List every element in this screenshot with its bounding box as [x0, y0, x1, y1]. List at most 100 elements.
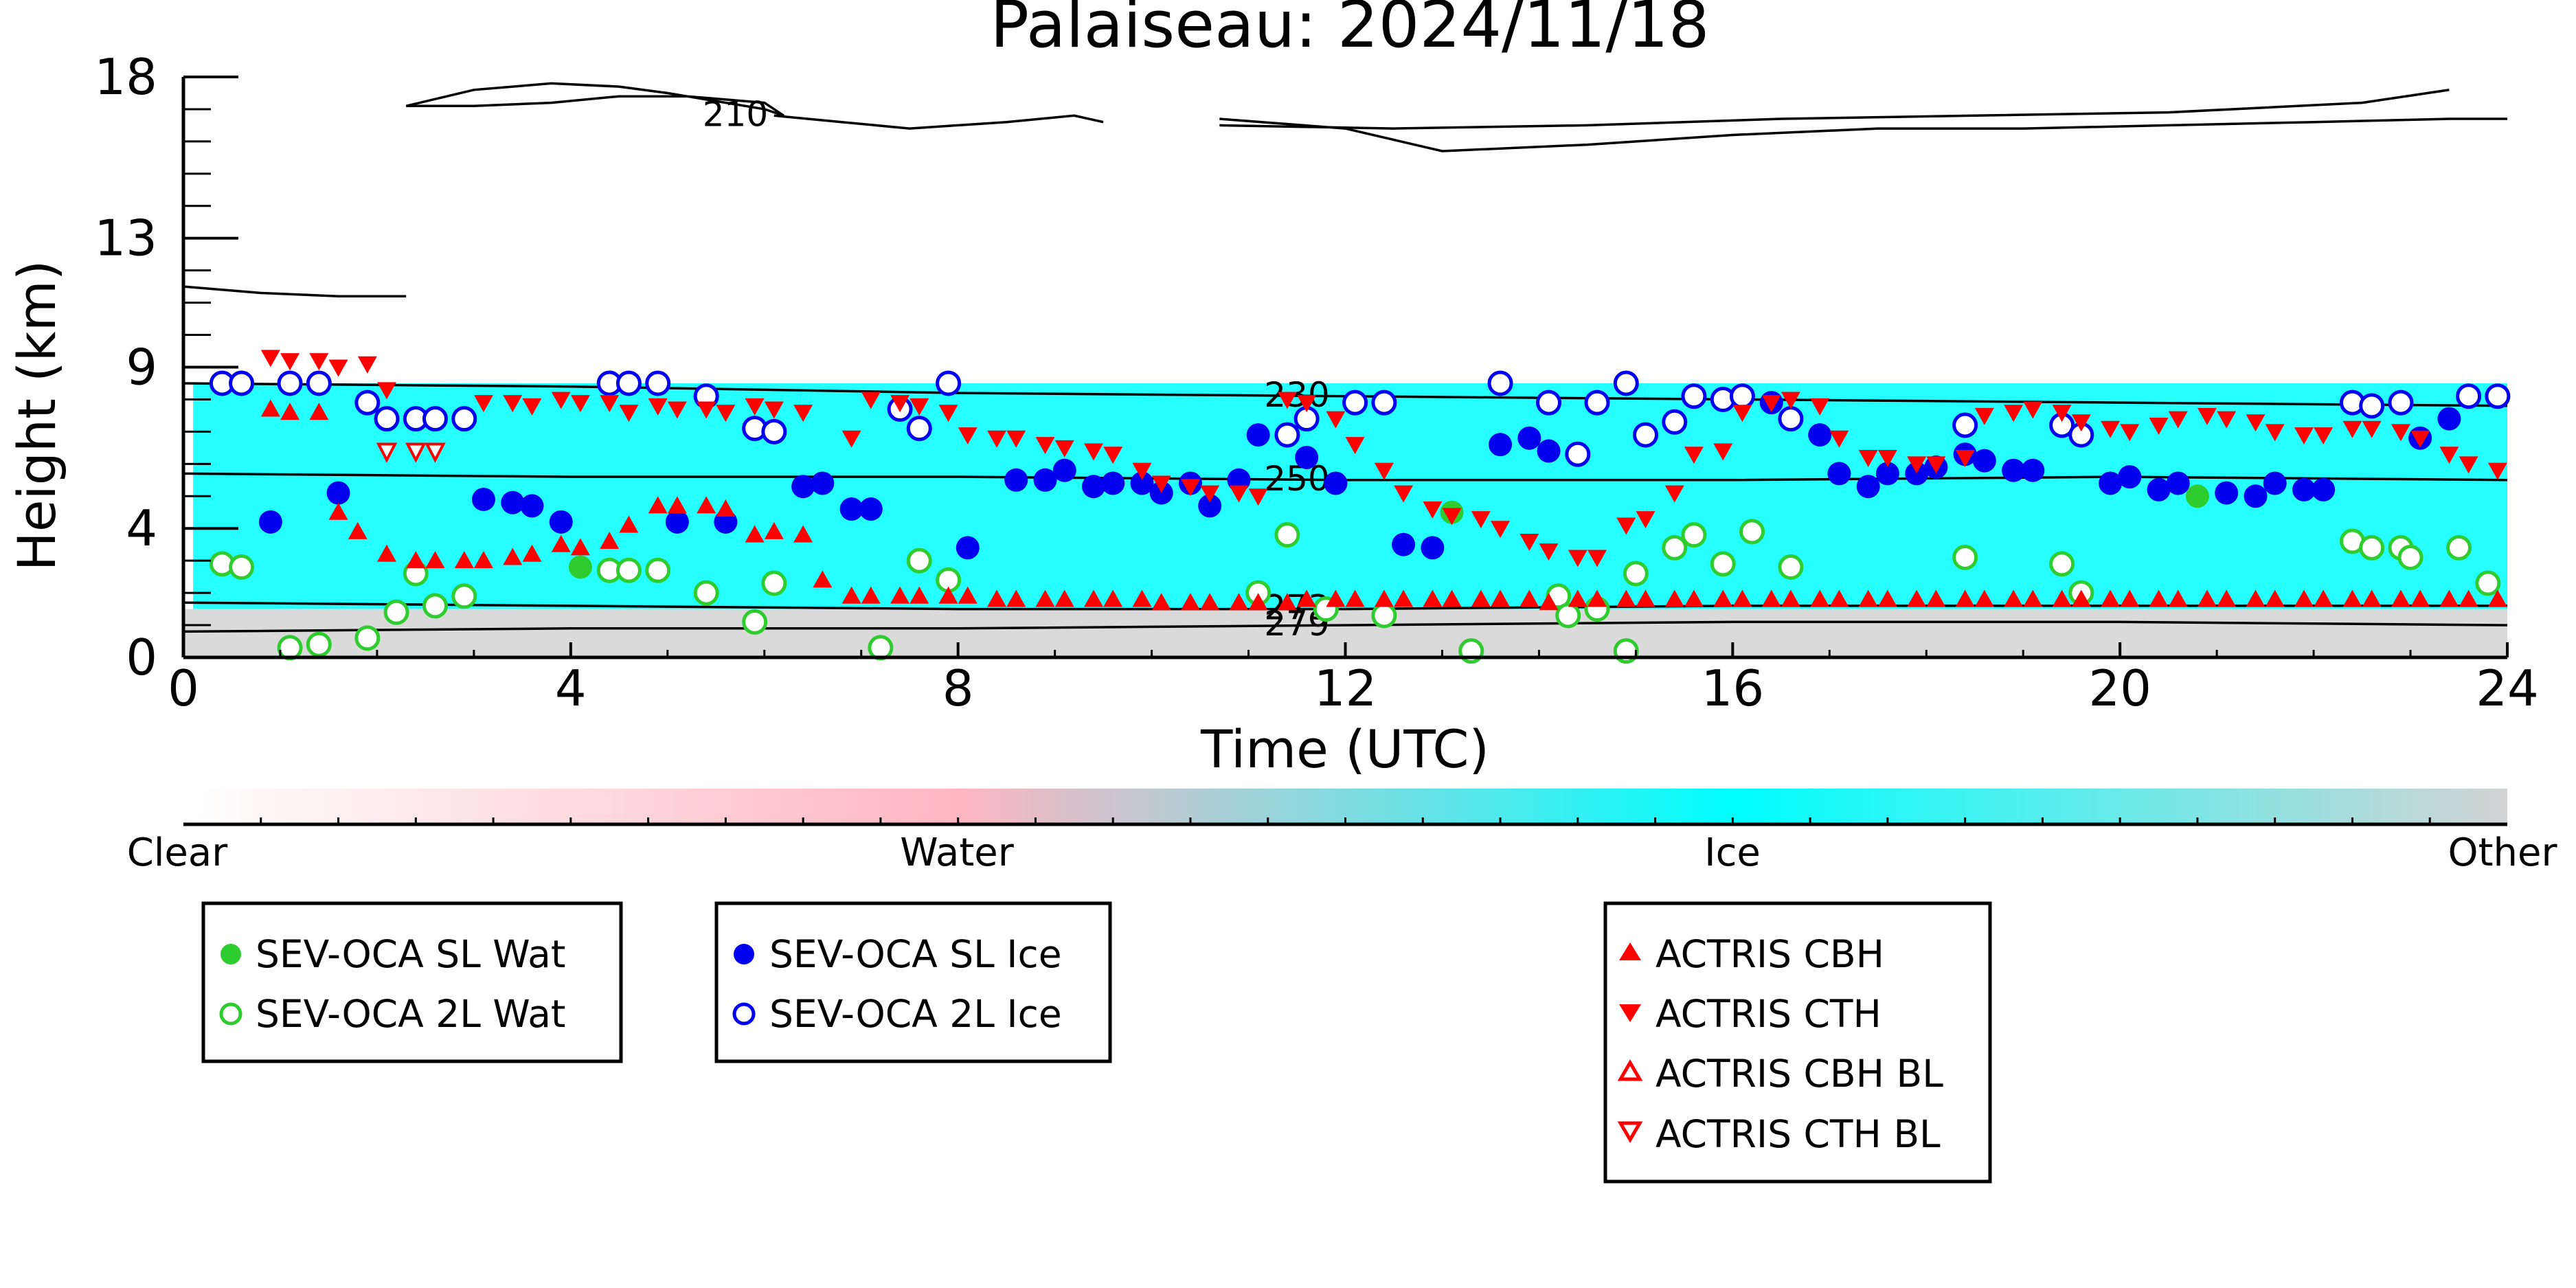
data-point: [1636, 511, 1656, 529]
data-point: [229, 370, 255, 396]
data-point: [1907, 589, 1927, 607]
data-point: [2265, 589, 2285, 607]
data-point: [841, 586, 861, 604]
data-point: [745, 525, 765, 543]
data-point: [570, 395, 590, 413]
data-point: [326, 481, 350, 505]
data-point: [1342, 389, 1368, 416]
data-point: [1972, 449, 1996, 473]
data-point: [1491, 521, 1511, 539]
data-series: [209, 350, 2511, 664]
series-actris-cth: [260, 350, 2507, 567]
data-point: [1519, 589, 1539, 607]
data-point: [570, 538, 590, 556]
data-point: [1974, 407, 1994, 425]
data-point: [861, 586, 881, 604]
data-point: [1200, 593, 1220, 611]
x-tick-label: 4: [555, 659, 587, 717]
data-point: [2359, 393, 2385, 419]
data-point: [405, 442, 427, 463]
legend-box: [1603, 901, 1992, 1184]
data-point: [1662, 534, 1688, 561]
data-point: [619, 405, 639, 422]
x-tick-label: 8: [942, 659, 974, 717]
data-point: [1829, 589, 1849, 607]
data-point: [2362, 589, 2382, 607]
data-point: [2185, 484, 2209, 508]
y-axis-label: Height (km): [6, 260, 67, 572]
data-point: [1905, 462, 1929, 486]
data-point: [1297, 395, 1317, 413]
data-point: [745, 398, 765, 416]
data-point: [383, 599, 409, 625]
data-point: [1035, 589, 1055, 607]
data-point: [1084, 443, 1104, 461]
data-point: [309, 353, 329, 371]
legend-label: SEV-OCA SL Wat: [256, 932, 565, 976]
data-point: [2118, 465, 2142, 489]
y-tick-label: 0: [126, 629, 157, 686]
data-point: [1180, 479, 1200, 497]
data-point: [2359, 534, 2385, 561]
data-point: [2391, 424, 2410, 442]
data-point: [471, 487, 495, 511]
data-point: [2021, 458, 2045, 482]
y-tick-label: 9: [126, 339, 157, 396]
data-point: [1877, 589, 1897, 607]
contour-line: [405, 82, 784, 117]
data-point: [987, 430, 1007, 448]
data-point: [2292, 477, 2316, 501]
data-point: [1907, 456, 1927, 474]
data-point: [1539, 593, 1559, 611]
data-point: [1713, 443, 1733, 461]
data-point: [859, 497, 883, 521]
data-point: [1374, 589, 1394, 607]
data-point: [1489, 433, 1513, 457]
legend-box: [714, 901, 1112, 1063]
data-point: [648, 398, 668, 416]
legend-label: ACTRIS CBH BL: [1656, 1052, 1943, 1096]
data-point: [1681, 522, 1707, 548]
contour-label: 230: [1264, 375, 1329, 415]
data-point: [619, 515, 639, 533]
data-point: [1732, 589, 1752, 607]
data-point: [2149, 589, 2169, 607]
data-point: [277, 635, 303, 661]
data-point: [2446, 534, 2472, 561]
data-point: [958, 586, 978, 604]
data-point: [357, 356, 377, 374]
data-point: [406, 551, 426, 569]
data-point: [1274, 522, 1300, 548]
data-point: [2166, 471, 2190, 495]
data-point: [549, 510, 573, 534]
data-point: [1568, 550, 1588, 567]
data-point: [1781, 589, 1800, 607]
data-point: [1326, 589, 1346, 607]
legend-marker-2l-ice: [732, 1002, 756, 1026]
data-point: [697, 496, 716, 514]
chart-title: Palaiseau: 2024/11/18: [990, 0, 1709, 63]
data-point: [1952, 412, 1978, 438]
data-point: [354, 625, 381, 651]
x-tick-label: 24: [2476, 659, 2539, 717]
data-point: [1471, 589, 1491, 607]
data-point: [2294, 427, 2314, 445]
data-point: [2485, 383, 2511, 409]
data-point: [1180, 593, 1200, 611]
data-point: [1810, 589, 1830, 607]
data-point: [1006, 589, 1026, 607]
data-point: [1662, 409, 1688, 435]
legend-sevoca-water: SEV-OCA SL Wat SEV-OCA 2L Wat: [201, 901, 623, 1063]
data-point: [615, 370, 642, 396]
series-sev-oca-sl-wat: [568, 484, 2209, 579]
data-point: [861, 392, 881, 409]
data-point: [2294, 589, 2314, 607]
data-point: [1004, 468, 1028, 492]
data-point: [600, 532, 620, 549]
data-point: [328, 359, 348, 377]
data-point: [906, 416, 932, 442]
data-point: [956, 536, 980, 560]
data-point: [2023, 589, 2043, 607]
data-point: [1345, 589, 1365, 607]
x-tick-label: 12: [1314, 659, 1377, 717]
